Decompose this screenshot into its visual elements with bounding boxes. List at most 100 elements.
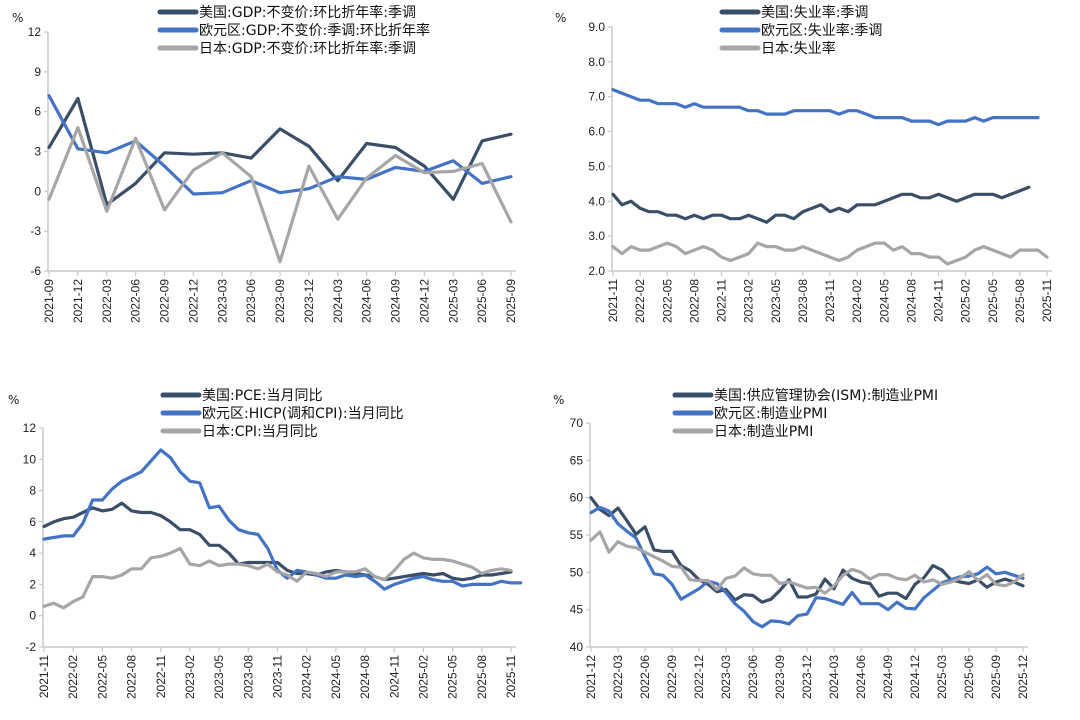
x-tick-label: 2025-08 [1013,279,1027,323]
x-tick-label: 2023-12 [302,279,316,323]
x-tick-label: 2023-11 [271,655,285,698]
x-tick-label: 2025-09 [989,655,1003,699]
x-tick-label: 2022-03 [100,279,114,323]
x-tick-label: 2025-05 [986,279,1000,323]
y-tick-label: 3.0 [588,229,605,243]
legend-label-jp: 日本:GDP:不变价:环比折年率:季调 [199,40,416,57]
x-tick-label: 2022-06 [638,655,652,699]
y-tick-label: 70 [570,416,584,430]
x-tick-label: 2022-12 [186,279,200,323]
x-tick-label: 2023-12 [800,655,814,699]
x-tick-label: 2025-06 [962,655,976,699]
x-tick-label: 2021-12 [584,655,598,699]
y-tick-label: 10 [23,452,37,466]
x-tick-label: 2024-02 [300,655,314,699]
y-tick-label: 2.0 [588,264,605,278]
x-tick-label: 2022-03 [611,655,625,699]
x-tick-label: 2025-09 [504,279,518,323]
x-tick-label: 2025-06 [475,279,489,323]
series-line-us [47,96,513,207]
y-tick-label: 4 [29,546,36,560]
x-tick-label: 2022-11 [154,655,168,698]
x-tick-label: 2023-06 [244,279,258,323]
x-tick-label: 2022-08 [687,279,701,323]
x-tick-label: 2024-12 [908,655,922,699]
x-tick-label: 2025-03 [446,279,460,323]
x-tick-label: 2022-06 [129,279,143,323]
x-tick-label: 2023-09 [773,655,787,699]
x-tick-label: 2021-11 [606,279,620,322]
y-tick-label: 9 [34,65,41,79]
x-tick-label: 2025-08 [475,655,489,699]
y-tick-label: 0 [29,609,36,623]
y-tick-label: 40 [570,640,584,654]
y-tick-label: 65 [570,453,584,467]
x-tick-label: 2024-03 [827,655,841,699]
x-tick-label: 2023-08 [796,279,810,323]
x-tick-label: 2022-02 [633,279,647,323]
x-tick-label: 2024-06 [360,279,374,323]
y-tick-label: -3 [30,224,41,238]
legend-label-eu: 欧元区:HICP(调和CPI):当月同比 [202,406,404,422]
x-tick-label: 2022-09 [158,279,172,323]
x-tick-label: 2025-02 [416,655,430,699]
y-tick-label: 55 [570,528,584,542]
y-tick-label: 7.0 [588,90,605,104]
x-tick-label: 2023-05 [212,655,226,699]
x-tick-label: 2024-08 [904,279,918,323]
x-tick-label: 2023-05 [769,279,783,323]
x-tick-label: 2023-09 [273,279,287,323]
x-tick-label: 2025-11 [1040,279,1054,322]
x-tick-label: 2024-11 [387,655,401,698]
x-tick-label: 2023-02 [183,655,197,699]
x-tick-label: 2025-12 [1016,655,1030,699]
series-line-eu [47,94,513,196]
x-tick-label: 2023-11 [823,279,837,322]
legend-label-eu: 欧元区:制造业PMI [714,406,827,422]
legend-label-jp: 日本:制造业PMI [714,424,813,440]
x-tick-label: 2024-12 [417,279,431,323]
legend-label-us: 美国:供应管理协会(ISM):制造业PMI [714,387,938,404]
y-tick-label: 3 [34,145,41,159]
x-tick-label: 2022-05 [660,279,674,323]
x-tick-label: 2024-03 [331,279,345,323]
x-tick-label: 2021-11 [37,655,51,698]
legend-label-us: 美国:PCE:当月同比 [202,388,323,404]
series-line-jp [589,530,1025,595]
series-line-us [42,501,513,582]
x-tick-label: 2024-05 [877,279,891,323]
x-tick-label: 2024-09 [389,279,403,323]
x-tick-label: 2022-09 [665,655,679,699]
x-tick-label: 2025-03 [935,655,949,699]
y-tick-label: 60 [570,491,584,505]
series-line-jp [42,546,513,610]
y-unit-label: % [553,393,564,407]
y-tick-label: 12 [28,25,42,39]
series-line-jp [611,241,1049,266]
y-tick-label: 6.0 [588,125,605,139]
y-tick-label: 0 [34,184,41,198]
x-tick-label: 2025-05 [446,655,460,699]
y-tick-label: 4.0 [588,194,605,208]
x-tick-label: 2023-06 [746,655,760,699]
legend-label-eu: 欧元区:GDP:不变价:季调:环比折年率 [199,22,430,39]
y-tick-label: 50 [570,565,584,579]
x-tick-label: 2021-12 [71,279,85,323]
y-unit-label: % [12,11,23,25]
series-line-us [611,185,1031,224]
x-tick-label: 2025-11 [504,655,518,698]
series-line-eu [611,88,1040,127]
x-tick-label: 2025-02 [959,279,973,323]
y-tick-label: 5.0 [588,159,605,173]
x-tick-label: 2024-11 [932,279,946,322]
x-tick-label: 2022-12 [692,655,706,699]
y-tick-label: 8 [29,484,36,498]
x-tick-label: 2022-02 [66,655,80,699]
x-tick-label: 2024-06 [854,655,868,699]
x-tick-label: 2023-08 [241,655,255,699]
x-tick-label: 2023-03 [215,279,229,323]
